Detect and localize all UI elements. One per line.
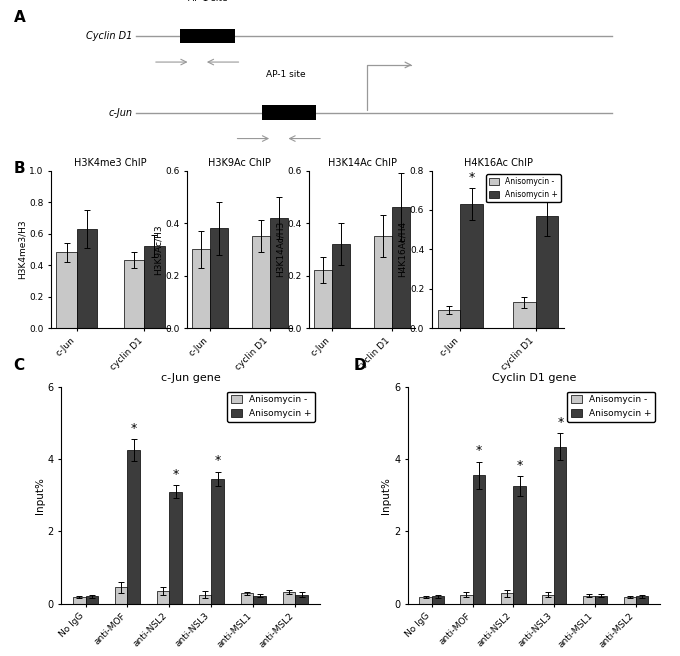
Bar: [252, 236, 270, 328]
Legend: Anisomycin -, Anisomycin +: Anisomycin -, Anisomycin +: [227, 392, 315, 422]
Text: *: *: [131, 422, 137, 435]
Bar: [262, 106, 316, 120]
Bar: [314, 270, 332, 328]
Text: B: B: [14, 161, 25, 176]
Bar: [542, 594, 554, 604]
Text: C: C: [14, 358, 24, 373]
Y-axis label: H4K16Ac/H4: H4K16Ac/H4: [398, 221, 407, 277]
Bar: [536, 216, 558, 328]
Bar: [460, 594, 473, 604]
Title: c-Jun gene: c-Jun gene: [160, 373, 220, 384]
Bar: [157, 591, 169, 604]
Bar: [295, 594, 308, 604]
Bar: [77, 229, 97, 328]
Bar: [211, 479, 224, 604]
Y-axis label: H3K14Ac/H3: H3K14Ac/H3: [275, 221, 285, 277]
Bar: [192, 249, 209, 328]
Text: *: *: [516, 459, 523, 472]
Bar: [115, 587, 127, 604]
Bar: [473, 476, 485, 604]
Text: *: *: [544, 178, 550, 192]
Bar: [392, 207, 410, 328]
Bar: [56, 253, 77, 328]
Text: AP-1 site: AP-1 site: [188, 0, 227, 3]
Bar: [209, 228, 228, 328]
Text: AP-1 site: AP-1 site: [266, 70, 305, 79]
Bar: [169, 492, 182, 604]
Bar: [86, 596, 98, 604]
Legend: Anisomycin -, Anisomycin +: Anisomycin -, Anisomycin +: [567, 392, 655, 422]
Text: c-Jun: c-Jun: [109, 108, 133, 117]
Bar: [554, 447, 566, 604]
Bar: [501, 594, 513, 604]
Text: A: A: [14, 10, 25, 25]
Text: *: *: [557, 415, 564, 428]
Bar: [374, 236, 392, 328]
Bar: [513, 486, 526, 604]
Text: Cyclin D1: Cyclin D1: [86, 31, 133, 41]
Text: *: *: [475, 444, 482, 457]
Bar: [624, 597, 636, 604]
Bar: [73, 597, 86, 604]
Title: H3K4me3 ChIP: H3K4me3 ChIP: [74, 158, 147, 169]
Bar: [127, 450, 140, 604]
Bar: [332, 244, 350, 328]
Bar: [241, 594, 254, 604]
Legend: Anisomycin -, Anisomycin +: Anisomycin -, Anisomycin +: [486, 174, 560, 202]
Bar: [124, 260, 144, 328]
Title: H3K9Ac ChIP: H3K9Ac ChIP: [208, 158, 271, 169]
Bar: [254, 596, 266, 604]
Title: H3K14Ac ChIP: H3K14Ac ChIP: [328, 158, 396, 169]
Bar: [180, 29, 235, 43]
Bar: [420, 597, 432, 604]
Bar: [270, 218, 288, 328]
Text: D: D: [354, 358, 367, 373]
Title: H4K16Ac ChIP: H4K16Ac ChIP: [464, 158, 532, 169]
Y-axis label: H3K4me3/H3: H3K4me3/H3: [17, 220, 27, 279]
Text: *: *: [173, 468, 179, 481]
Text: *: *: [215, 455, 221, 468]
Y-axis label: H3K9Ac/H3: H3K9Ac/H3: [153, 224, 163, 275]
Y-axis label: Input%: Input%: [381, 477, 391, 514]
Bar: [283, 592, 295, 604]
Bar: [636, 596, 648, 604]
Bar: [144, 246, 165, 328]
Bar: [460, 204, 483, 328]
Bar: [513, 302, 536, 328]
Bar: [199, 594, 211, 604]
Bar: [595, 596, 607, 604]
Y-axis label: Input%: Input%: [35, 477, 44, 514]
Text: *: *: [469, 171, 475, 184]
Bar: [583, 596, 595, 604]
Bar: [432, 596, 444, 604]
Title: Cyclin D1 gene: Cyclin D1 gene: [492, 373, 576, 384]
Bar: [438, 310, 460, 328]
